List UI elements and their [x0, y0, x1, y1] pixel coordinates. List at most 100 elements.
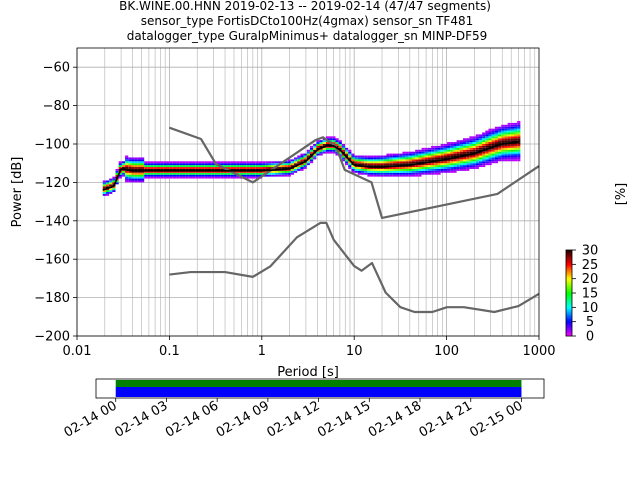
density-cell — [443, 153, 448, 156]
density-cell — [306, 161, 310, 164]
density-cell — [392, 170, 397, 173]
density-cell — [491, 140, 495, 143]
density-cell — [265, 161, 269, 164]
density-cell — [348, 153, 352, 156]
density-cell — [399, 157, 403, 160]
density-cell — [348, 151, 352, 154]
density-cell — [179, 176, 183, 179]
colorbar-segment — [566, 272, 572, 275]
density-cell — [325, 151, 330, 154]
density-cell — [370, 174, 374, 177]
density-cell — [373, 165, 377, 168]
density-cell — [504, 155, 508, 158]
colorbar-segment — [566, 323, 572, 325]
density-cell — [447, 145, 451, 148]
density-cell — [227, 174, 231, 177]
density-cell — [392, 161, 397, 164]
density-cell — [440, 157, 444, 160]
density-cell — [453, 167, 457, 169]
density-cell — [380, 174, 384, 177]
density-cell — [131, 157, 135, 160]
density-cell — [329, 149, 333, 152]
density-cell — [156, 163, 161, 166]
density-cell — [402, 157, 406, 160]
density-cell — [271, 170, 275, 173]
density-cell — [392, 153, 397, 156]
density-cell — [402, 151, 406, 154]
density-cell — [431, 167, 435, 169]
density-cell — [338, 140, 342, 143]
density-cell — [249, 168, 253, 171]
density-cell — [268, 163, 272, 166]
density-cell — [485, 161, 489, 164]
density-cell — [364, 167, 368, 169]
density-cell — [230, 172, 234, 175]
density-cell — [335, 138, 339, 141]
density-cell — [421, 153, 425, 156]
density-cell — [230, 167, 234, 169]
density-cell — [102, 186, 106, 189]
density-cell — [309, 161, 314, 164]
colorbar-segment — [566, 265, 572, 268]
density-cell — [255, 172, 259, 175]
availability-bar — [115, 387, 522, 397]
density-cell — [109, 178, 113, 181]
density-cell — [462, 147, 467, 150]
density-cell — [137, 167, 142, 169]
density-cell — [453, 161, 457, 164]
density-cell — [141, 157, 145, 160]
density-cell — [198, 167, 202, 169]
density-cell — [510, 147, 514, 150]
density-cell — [176, 163, 180, 166]
density-cell — [383, 161, 387, 164]
density-cell — [383, 168, 387, 171]
density-cell — [485, 134, 489, 137]
density-cell — [421, 165, 425, 168]
density-cell — [281, 167, 285, 169]
density-cell — [332, 149, 336, 152]
density-cell — [373, 174, 377, 177]
density-cell — [450, 142, 454, 144]
density-cell — [427, 170, 432, 173]
density-cell — [472, 147, 476, 150]
density-cell — [195, 163, 199, 166]
density-cell — [380, 155, 384, 158]
density-cell — [364, 159, 368, 162]
density-cell — [447, 161, 451, 164]
density-cell — [144, 174, 148, 177]
density-cell — [287, 161, 291, 164]
density-cell — [421, 155, 425, 158]
density-cell — [137, 174, 142, 177]
density-cell — [450, 165, 454, 168]
density-cell — [440, 147, 444, 150]
density-cell — [297, 165, 301, 168]
density-cell — [192, 170, 196, 173]
density-cell — [437, 165, 441, 168]
density-cell — [447, 153, 451, 156]
colorbar-segment — [566, 304, 572, 307]
density-cell — [322, 147, 326, 150]
density-cell — [370, 165, 374, 168]
density-cell — [517, 138, 521, 141]
density-cell — [163, 176, 167, 179]
density-cell — [150, 174, 154, 177]
density-cell — [284, 161, 288, 164]
density-cell — [415, 153, 419, 156]
density-cell — [156, 174, 161, 177]
density-cell — [501, 145, 505, 148]
density-cell — [498, 140, 502, 143]
density-cell — [176, 174, 180, 177]
density-cell — [443, 145, 448, 148]
density-cell — [494, 142, 499, 144]
density-cell — [176, 168, 180, 171]
density-cell — [456, 142, 460, 144]
density-cell — [491, 151, 495, 154]
density-cell — [243, 168, 247, 171]
density-cell — [134, 176, 138, 179]
colorbar-segment — [566, 301, 572, 304]
density-cell — [287, 165, 291, 168]
density-cell — [453, 142, 457, 144]
density-cell — [360, 163, 365, 166]
density-cell — [284, 172, 288, 175]
